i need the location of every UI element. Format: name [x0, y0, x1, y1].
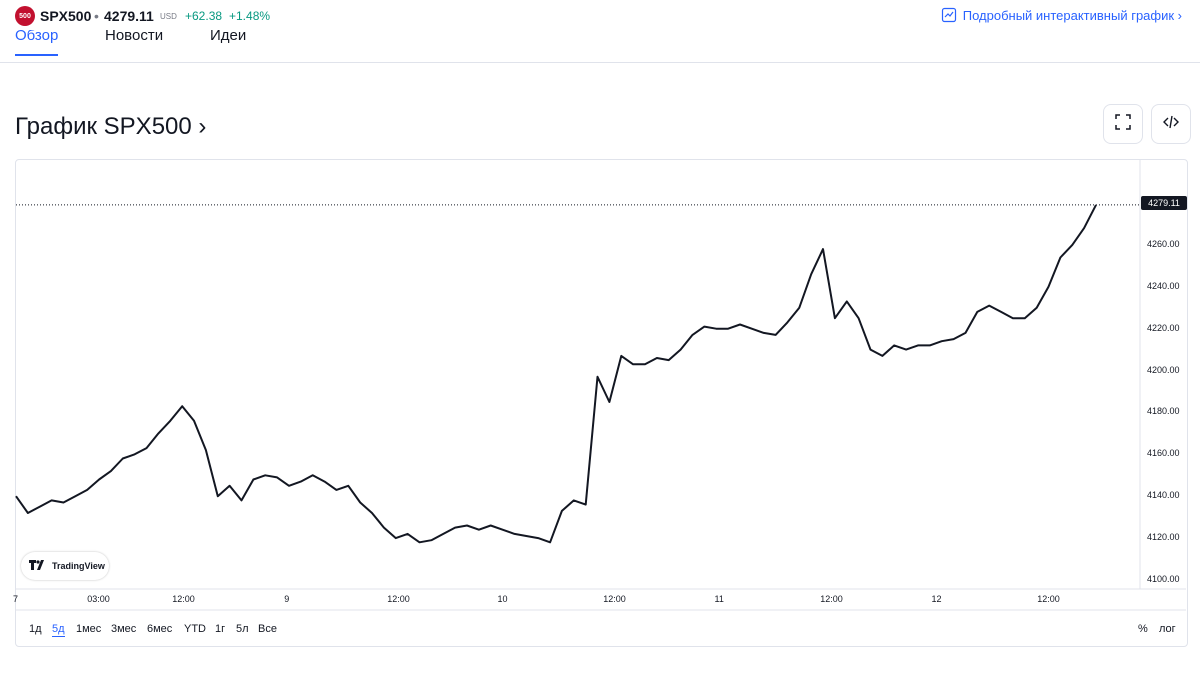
- period-1d[interactable]: 1д: [29, 623, 42, 635]
- tab-overview[interactable]: Обзор: [15, 30, 59, 56]
- x-tick-label: 12:00: [387, 594, 410, 604]
- x-tick-label: 12:00: [603, 594, 626, 604]
- x-tick-label: 12: [931, 594, 942, 604]
- fullscreen-button[interactable]: [1103, 104, 1143, 144]
- x-tick-label: 7: [13, 594, 19, 604]
- last-price-tag: 4279.11: [1141, 196, 1187, 210]
- period-1y[interactable]: 1г: [215, 623, 226, 635]
- y-tick-label: 4140.00: [1147, 490, 1180, 501]
- chart-section-title[interactable]: График SPX500 ›: [15, 113, 207, 140]
- symbol-logo: 500: [15, 6, 35, 26]
- currency-label: USD: [160, 12, 177, 21]
- log-toggle[interactable]: лог: [1159, 623, 1176, 635]
- x-tick-label: 12:00: [1037, 594, 1060, 604]
- series-line: [15, 204, 1097, 544]
- y-tick-label: 4260.00: [1147, 238, 1180, 249]
- y-tick-label: 4240.00: [1147, 280, 1180, 291]
- y-tick-label: 4180.00: [1147, 406, 1180, 417]
- embed-button[interactable]: [1151, 104, 1191, 144]
- x-tick-label: 9: [284, 594, 290, 604]
- tab-ideas[interactable]: Идеи: [210, 30, 247, 44]
- symbol-name: SPX500: [40, 8, 92, 24]
- tradingview-logo-icon: [29, 560, 47, 572]
- tab-news[interactable]: Новости: [105, 30, 164, 44]
- y-tick-label: 4120.00: [1147, 532, 1180, 543]
- price-change-percent: +1.48%: [229, 9, 271, 23]
- tab-bar: Обзор Новости Идеи: [0, 30, 1200, 63]
- price-change: +62.38: [185, 9, 223, 23]
- y-tick-label: 4220.00: [1147, 322, 1180, 333]
- period-5y[interactable]: 5л: [236, 623, 249, 635]
- chart-container[interactable]: [15, 159, 1188, 647]
- period-6m[interactable]: 6мес: [147, 623, 173, 635]
- period-all[interactable]: Все: [258, 623, 277, 635]
- interactive-chart-link[interactable]: Подробный интерактивный график ›: [941, 5, 1182, 25]
- code-embed-icon: [1162, 113, 1180, 136]
- period-3m[interactable]: 3мес: [111, 623, 137, 635]
- x-tick-label: 12:00: [172, 594, 195, 604]
- y-tick-label: 4160.00: [1147, 448, 1180, 459]
- percent-toggle[interactable]: %: [1138, 623, 1148, 635]
- x-tick-label: 03:00: [87, 594, 110, 604]
- interactive-chart-label: Подробный интерактивный график ›: [962, 7, 1182, 23]
- x-tick-label: 12:00: [820, 594, 843, 604]
- y-tick-label: 4200.00: [1147, 364, 1180, 375]
- symbol-price: 4279.11: [104, 8, 154, 24]
- tradingview-badge[interactable]: TradingView: [21, 552, 109, 580]
- period-ytd[interactable]: YTD: [184, 623, 206, 635]
- period-5d[interactable]: 5д: [52, 623, 65, 637]
- separator-dot: •: [94, 8, 99, 24]
- tradingview-label: TradingView: [52, 561, 105, 571]
- period-1m[interactable]: 1мес: [76, 623, 102, 635]
- symbol-header: 500 SPX500 • 4279.11 USD +62.38 +1.48% П…: [0, 0, 1200, 42]
- y-tick-label: 4100.00: [1147, 574, 1180, 584]
- x-tick-label: 11: [714, 594, 724, 604]
- x-tick-label: 10: [497, 594, 508, 604]
- fullscreen-icon: [1114, 113, 1132, 136]
- chart-line-icon: [941, 7, 957, 23]
